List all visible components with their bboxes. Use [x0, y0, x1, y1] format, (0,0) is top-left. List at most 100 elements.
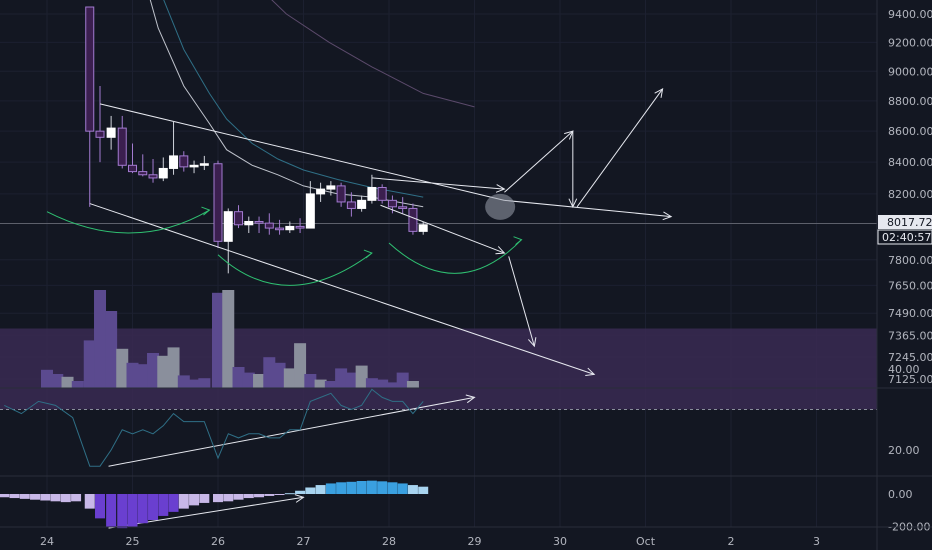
volume-bar	[335, 368, 348, 388]
volume-bar	[376, 379, 389, 388]
candle-body[interactable]	[117, 127, 127, 166]
candle-body[interactable]	[295, 225, 305, 229]
histogram-bar	[0, 494, 10, 498]
candle-body[interactable]	[275, 227, 285, 231]
candle-body[interactable]	[408, 207, 418, 232]
histogram-bar	[346, 481, 357, 494]
candle-body[interactable]	[387, 199, 397, 208]
price-tick-label: 7800.00	[888, 254, 932, 267]
volume-bar	[105, 311, 118, 388]
candle-layer[interactable]	[85, 6, 428, 274]
volume-bar	[232, 367, 245, 388]
candle-body[interactable]	[223, 211, 233, 242]
candle-body[interactable]	[189, 164, 199, 168]
rsi-divergence-arrow[interactable]	[108, 396, 475, 467]
candle-body[interactable]	[418, 224, 428, 232]
histogram-bar	[60, 494, 71, 503]
volume-bar	[283, 368, 296, 388]
volume-bar	[157, 355, 170, 388]
ma-slow-line	[163, 0, 424, 198]
histogram-bar	[199, 494, 210, 503]
histogram-bar	[366, 480, 377, 494]
price-tick-label: 8400.00	[888, 156, 932, 169]
candle-body[interactable]	[85, 6, 95, 132]
volume-bar	[198, 378, 211, 388]
time-tick-label: 30	[553, 535, 567, 548]
candle-body[interactable]	[367, 186, 377, 201]
candle-body[interactable]	[264, 222, 274, 229]
lower-trendline-head	[585, 367, 596, 376]
candle-body[interactable]	[128, 164, 137, 173]
histogram-bar	[71, 494, 82, 502]
histogram-bar	[168, 494, 179, 512]
candle-body[interactable]	[234, 211, 244, 226]
histogram-bar	[158, 494, 169, 516]
time-tick-label: 2	[728, 535, 735, 548]
candle-body[interactable]	[169, 155, 179, 169]
histogram-bar	[243, 494, 254, 499]
volume-bar	[355, 365, 368, 388]
histogram-bar	[95, 494, 106, 519]
histogram-bar	[356, 481, 367, 494]
candle-body[interactable]	[357, 199, 367, 209]
candle-body[interactable]	[106, 127, 116, 138]
candle-body[interactable]	[305, 193, 315, 229]
lower-trendline[interactable]	[89, 203, 595, 375]
volume-bar	[406, 381, 419, 388]
histogram-bar	[325, 483, 336, 494]
upper-trendline[interactable]	[99, 103, 505, 201]
countdown-badge	[877, 229, 932, 245]
rsi-tick-label: 20.00	[888, 444, 920, 457]
candle-body[interactable]	[398, 206, 408, 209]
price-tick-label: 8200.00	[888, 188, 932, 201]
candle-body[interactable]	[326, 185, 336, 190]
time-tick-label: 26	[211, 535, 225, 548]
candle-body[interactable]	[336, 185, 346, 203]
curved-arrow[interactable]	[217, 252, 373, 286]
volume-bar	[386, 382, 399, 388]
candle-body[interactable]	[158, 167, 168, 179]
candle-body[interactable]	[179, 155, 189, 168]
projection-arrow-up[interactable]	[504, 130, 574, 193]
curved-arrow[interactable]	[46, 209, 210, 234]
volume-bar	[263, 357, 276, 388]
volume-bar	[324, 381, 337, 388]
volume-bar	[253, 374, 266, 388]
volume-bar	[188, 379, 201, 388]
drawing-layer[interactable]	[46, 88, 673, 529]
volume-bar	[212, 292, 224, 388]
ma-long-line	[271, 0, 475, 108]
histogram-bar	[189, 494, 200, 506]
target-circle-marker[interactable]	[485, 193, 516, 220]
volume-layer	[41, 290, 419, 388]
candle-body[interactable]	[285, 225, 295, 231]
down-target-arrow[interactable]	[508, 256, 535, 347]
candle-body[interactable]	[138, 171, 148, 176]
histogram-bar	[178, 494, 189, 509]
candle-body[interactable]	[346, 201, 356, 209]
histogram-bar	[106, 494, 117, 527]
curved-arrow[interactable]	[388, 239, 522, 274]
candle-body[interactable]	[213, 163, 223, 242]
upper-trendline-extension[interactable]	[504, 199, 672, 218]
volume-bar	[51, 374, 64, 388]
candle-body[interactable]	[148, 174, 158, 179]
candle-body[interactable]	[254, 220, 264, 224]
candle-body[interactable]	[377, 186, 387, 201]
volume-bar	[365, 378, 378, 388]
volume-bar	[222, 290, 235, 388]
moving-average-layer	[149, 0, 475, 208]
histogram-bar	[30, 494, 41, 500]
time-tick-label: Oct	[636, 535, 656, 548]
channel-bottom-line[interactable]	[380, 204, 505, 254]
histogram-bar	[418, 486, 429, 494]
candle-body[interactable]	[95, 130, 105, 138]
candle-body[interactable]	[199, 163, 209, 166]
channel-top-line[interactable]	[371, 177, 505, 190]
histogram-bar	[50, 494, 61, 502]
projection-arrow-target[interactable]	[576, 88, 664, 208]
candle-body[interactable]	[316, 188, 326, 195]
candle-body[interactable]	[244, 220, 254, 226]
